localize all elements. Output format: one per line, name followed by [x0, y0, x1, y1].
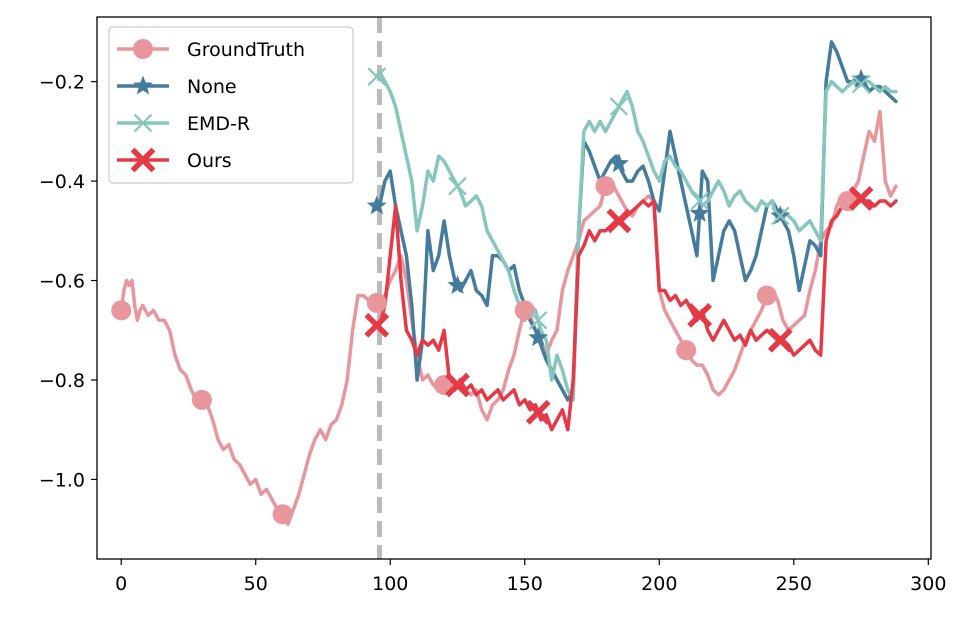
legend-marker-emd-r [133, 113, 153, 133]
legend-marker-none [133, 75, 153, 95]
marker-layer [111, 67, 874, 525]
series-layer [119, 40, 898, 526]
marker-groundtruth [514, 300, 535, 321]
x-tick-label: 50 [244, 573, 268, 595]
marker-ours [525, 399, 551, 425]
marker-emd-r [771, 206, 790, 226]
y-axis: −1.0 −0.8 −0.6 −0.4 −0.2 [39, 72, 97, 491]
marker-ours [767, 327, 793, 353]
x-tick-label: 250 [776, 573, 812, 595]
x-tick-label: 300 [910, 573, 946, 595]
marker-none [528, 327, 549, 347]
marker-groundtruth [366, 292, 387, 313]
marker-emd-r [609, 97, 629, 116]
legend-label-groundtruth: GroundTruth [187, 39, 305, 61]
plot-frame [96, 16, 932, 560]
x-axis: 0 50 100 150 200 250 300 [115, 559, 946, 595]
legend-marker-groundtruth [133, 39, 153, 59]
legend-label-ours: Ours [187, 150, 232, 172]
marker-emd-r [528, 311, 548, 330]
x-tick-label: 150 [507, 573, 543, 595]
series-line-ours [375, 189, 898, 432]
y-tick-label: −0.8 [39, 370, 85, 392]
y-tick-label: −1.0 [39, 469, 85, 491]
marker-emd-r [851, 74, 871, 94]
legend-box [108, 26, 354, 184]
marker-ours [364, 312, 390, 338]
series-line-groundtruth [119, 109, 898, 526]
marker-groundtruth [676, 340, 697, 361]
legend-label-emd-r: EMD-R [187, 113, 250, 135]
legend-marker-ours [130, 147, 156, 173]
legend-label-none: None [187, 76, 237, 98]
marker-emd-r [367, 67, 387, 86]
marker-none [366, 195, 387, 215]
marker-none [689, 202, 710, 222]
marker-none [851, 68, 871, 88]
marker-groundtruth [272, 504, 293, 525]
marker-groundtruth [595, 176, 616, 197]
marker-ours [687, 302, 713, 328]
y-tick-label: −0.2 [39, 72, 85, 94]
y-tick-label: −0.4 [39, 171, 85, 193]
series-line-emd-r [375, 69, 898, 402]
series-line-none [375, 40, 898, 402]
marker-ours [606, 208, 632, 234]
marker-emd-r [690, 191, 709, 211]
marker-ours [848, 186, 874, 211]
marker-emd-r [448, 176, 467, 196]
marker-none [447, 275, 468, 294]
marker-groundtruth [756, 285, 777, 306]
marker-groundtruth [111, 300, 132, 321]
marker-groundtruth [191, 389, 212, 410]
y-tick-label: −0.6 [39, 271, 85, 293]
x-tick-label: 100 [372, 573, 408, 595]
marker-none [608, 153, 629, 173]
x-tick-label: 0 [115, 573, 127, 595]
marker-ours [445, 372, 470, 398]
legend: GroundTruth None EMD-R Ours [108, 26, 354, 184]
x-tick-label: 200 [641, 573, 677, 595]
